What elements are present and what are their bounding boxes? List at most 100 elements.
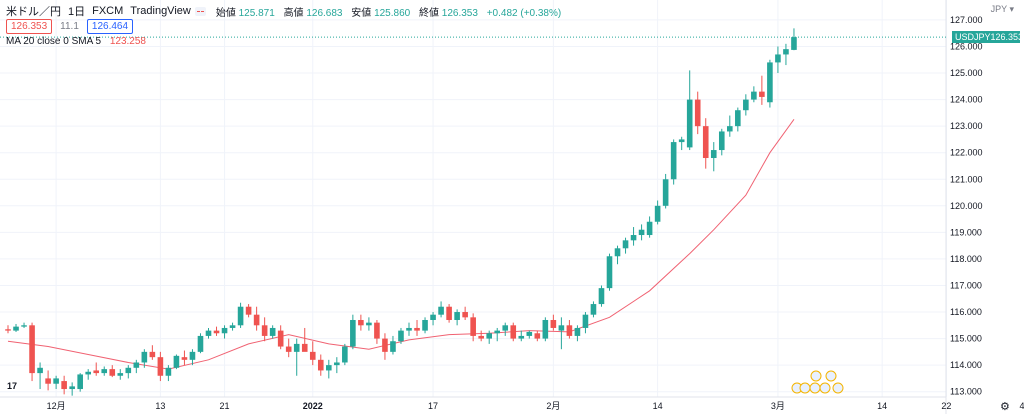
candle-body bbox=[478, 335, 484, 339]
candle-body bbox=[606, 256, 613, 289]
candle-body bbox=[438, 306, 444, 315]
candle-body bbox=[45, 378, 51, 384]
candle-body bbox=[197, 335, 204, 352]
candle-body bbox=[614, 248, 621, 257]
candle-body bbox=[702, 126, 709, 159]
candle-body bbox=[390, 341, 396, 352]
price-tick-label: 114.000 bbox=[950, 360, 982, 370]
open-value: 125.871 bbox=[238, 7, 275, 19]
price-tick-label: 120.000 bbox=[950, 201, 983, 211]
interval-label[interactable]: 1日 bbox=[68, 6, 86, 18]
close-label: 終値 bbox=[419, 7, 439, 19]
time-tick-label: 2月 bbox=[546, 401, 560, 411]
candle-body bbox=[165, 367, 172, 376]
candle-body bbox=[285, 346, 292, 352]
price-tick-label: 122.000 bbox=[950, 148, 983, 158]
candle-body bbox=[759, 91, 765, 97]
candle-body bbox=[358, 319, 364, 326]
price-tick-label: 116.000 bbox=[950, 307, 982, 317]
candle-body bbox=[454, 312, 460, 320]
legend-header: 米ドル／円 1日 FXCM TradingView 始値 125.871 高値 … bbox=[6, 4, 561, 19]
price-tick-label: 119.000 bbox=[950, 227, 982, 237]
sell-button[interactable]: 126.353 bbox=[6, 19, 53, 34]
candle-body bbox=[783, 49, 789, 55]
time-axis[interactable]: 312月13212022172月143月14224月11195月16 bbox=[0, 401, 1024, 411]
candle-body bbox=[470, 317, 476, 336]
candle-body bbox=[149, 351, 156, 358]
candle-body bbox=[727, 126, 733, 132]
price-tag-value: 126.353 bbox=[990, 32, 1024, 43]
open-label: 始値 bbox=[215, 7, 236, 19]
candle-body bbox=[293, 343, 300, 352]
candle-body bbox=[694, 99, 701, 127]
candle-body bbox=[141, 351, 148, 363]
candle-body bbox=[366, 322, 372, 326]
candle-body bbox=[446, 306, 452, 320]
time-tick-label: 14 bbox=[653, 401, 663, 411]
broker-label: FXCM bbox=[92, 5, 124, 17]
candles bbox=[5, 28, 797, 396]
candle-body bbox=[205, 330, 212, 336]
candle-body bbox=[157, 357, 164, 376]
candle-body bbox=[253, 314, 260, 326]
candle-body bbox=[261, 325, 268, 336]
time-tick-label: 2022 bbox=[303, 401, 323, 411]
candle-body bbox=[710, 150, 717, 159]
candle-body bbox=[494, 330, 501, 334]
low-label: 安値 bbox=[351, 7, 372, 19]
ohlc-values: 始値 125.871 高値 126.683 安値 125.860 終値 126.… bbox=[216, 4, 561, 19]
tradingview-logo-icon[interactable]: 17 bbox=[7, 381, 18, 391]
candle-body bbox=[69, 386, 75, 390]
candle-body bbox=[550, 319, 557, 328]
indicator-label: MA 20 close 0 SMA 5 bbox=[6, 36, 102, 47]
indicator-legend[interactable]: MA 20 close 0 SMA 5 123.258 bbox=[6, 36, 146, 47]
candle-body bbox=[462, 312, 468, 318]
price-tick-label: 113.000 bbox=[950, 387, 982, 397]
candle-body bbox=[21, 325, 27, 327]
price-tick-label: 121.000 bbox=[950, 174, 983, 184]
price-tick-label: 118.000 bbox=[950, 254, 982, 264]
event-flags bbox=[791, 370, 844, 394]
candle-body bbox=[718, 131, 725, 151]
buy-button[interactable]: 126.464 bbox=[86, 19, 134, 34]
candle-body bbox=[398, 330, 404, 342]
candle-body bbox=[326, 365, 332, 371]
candle-body bbox=[245, 306, 252, 315]
candle-body bbox=[237, 306, 244, 326]
market-status-icon[interactable] bbox=[194, 6, 206, 16]
candle-body bbox=[622, 240, 629, 249]
candle-body bbox=[686, 99, 693, 148]
candle-body bbox=[133, 362, 140, 368]
candle-body bbox=[510, 325, 517, 339]
candle-body bbox=[125, 367, 132, 374]
candle-body bbox=[189, 351, 196, 360]
candle-body bbox=[181, 357, 188, 360]
candle-body bbox=[566, 325, 573, 336]
candle-body bbox=[374, 322, 380, 339]
spread-value: 11.1 bbox=[60, 21, 79, 32]
candle-body bbox=[229, 325, 236, 328]
candle-body bbox=[534, 333, 541, 339]
symbol-name[interactable]: 米ドル／円 bbox=[6, 6, 61, 18]
candle-body bbox=[518, 335, 525, 339]
candle-body bbox=[29, 325, 35, 374]
price-tick-label: 127.000 bbox=[950, 15, 983, 25]
source-label: TradingView bbox=[130, 5, 191, 17]
price-axis[interactable]: 113.000 114.000 115.000 116.000 117.000 118.0… bbox=[950, 15, 983, 397]
price-tick-label: 117.000 bbox=[950, 280, 982, 290]
candle-body bbox=[61, 381, 67, 390]
candle-body bbox=[309, 351, 316, 360]
indicator-value: 123.258 bbox=[109, 36, 146, 47]
candle-body bbox=[670, 142, 677, 180]
candle-body bbox=[301, 343, 308, 352]
time-tick-label: 21 bbox=[220, 401, 230, 411]
currency-selector[interactable]: JPY ▾ bbox=[990, 4, 1014, 14]
candle-body bbox=[406, 327, 412, 331]
candle-body bbox=[558, 325, 565, 331]
candle-body bbox=[502, 325, 509, 331]
high-value: 126.683 bbox=[306, 7, 343, 19]
candle-body bbox=[526, 331, 533, 336]
gear-icon[interactable]: ⚙ bbox=[1000, 401, 1010, 413]
candle-body bbox=[654, 205, 661, 222]
